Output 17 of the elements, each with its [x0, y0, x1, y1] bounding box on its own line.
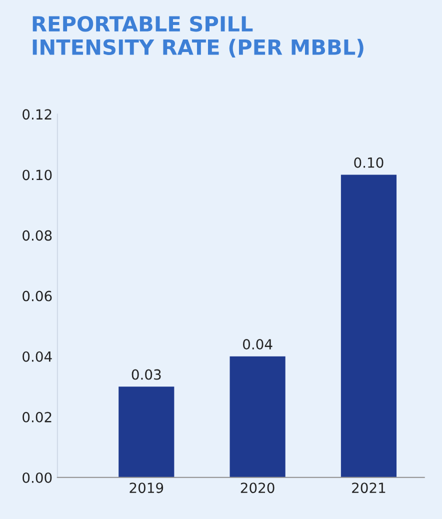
- y-tick-label: 0.00: [22, 472, 52, 483]
- x-tick-label: 2019: [130, 482, 164, 494]
- y-tick-label: 0.08: [22, 230, 52, 241]
- y-tick-label: 0.10: [22, 170, 52, 180]
- y-tick-label: 0.02: [22, 412, 52, 422]
- x-tick-label: 2021: [352, 482, 386, 494]
- data-label: 0.03: [132, 369, 161, 380]
- data-label: 0.04: [243, 339, 272, 350]
- bar: [230, 356, 286, 478]
- y-tick-label: 0.04: [22, 351, 52, 362]
- bar: [340, 174, 397, 478]
- x-tick-label: 2020: [240, 482, 274, 494]
- chart-title: REPORTABLE SPILL INTENSITY RATE (PER MBBL): [32, 16, 364, 58]
- data-label: 0.10: [354, 157, 384, 168]
- y-tick-label: 0.06: [22, 290, 52, 302]
- y-tick-label: 0.12: [22, 109, 52, 120]
- bar: [118, 386, 174, 478]
